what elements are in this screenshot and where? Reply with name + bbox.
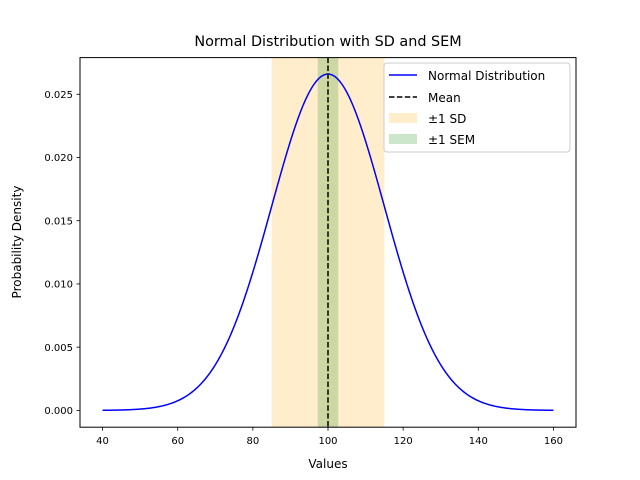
x-tick-label: 40: [96, 436, 109, 447]
legend: Normal Distribution Mean ±1 SD ±1 SEM: [383, 62, 571, 153]
lines-layer: [102, 57, 554, 428]
x-tick-label: 140: [469, 436, 488, 447]
legend-label-normal: Normal Distribution: [428, 69, 545, 83]
chart-title: Normal Distribution with SD and SEM: [194, 34, 461, 50]
y-tick-label: 0.000: [44, 406, 73, 417]
x-axis-label: Values: [308, 457, 347, 471]
legend-label-sd: ±1 SD: [428, 112, 466, 126]
x-ticks: 40 60 80 100 120 140 160: [96, 427, 563, 447]
x-tick-label: 80: [246, 436, 259, 447]
legend-label-mean: Mean: [428, 91, 461, 105]
y-ticks: 0.000 0.005 0.010 0.015 0.020 0.025: [44, 90, 80, 417]
y-axis-label: Probability Density: [10, 186, 24, 299]
x-tick-label: 160: [544, 436, 563, 447]
legend-swatch-sem: [389, 134, 417, 144]
y-tick-label: 0.015: [44, 216, 73, 227]
y-tick-label: 0.005: [44, 343, 73, 354]
y-tick-label: 0.020: [44, 153, 73, 164]
y-tick-label: 0.010: [44, 280, 73, 291]
x-tick-label: 100: [318, 436, 337, 447]
legend-swatch-sd: [389, 113, 417, 123]
y-tick-label: 0.025: [44, 90, 73, 101]
legend-box: [383, 62, 571, 153]
x-tick-label: 60: [171, 436, 184, 447]
x-tick-label: 120: [394, 436, 413, 447]
legend-label-sem: ±1 SEM: [428, 133, 475, 147]
